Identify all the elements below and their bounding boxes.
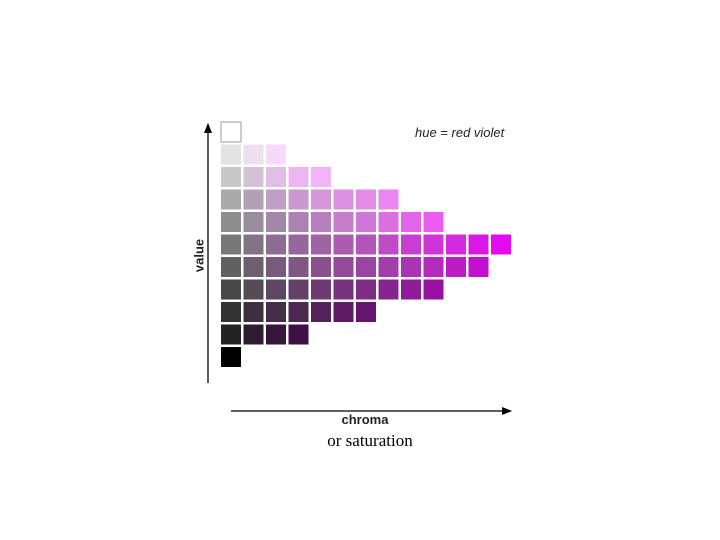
value-axis-label: value — [191, 238, 207, 273]
color-swatch — [266, 189, 286, 210]
color-swatch — [221, 144, 241, 165]
color-swatch — [243, 257, 264, 277]
color-swatch — [468, 257, 489, 277]
color-swatch — [491, 234, 511, 255]
color-swatch-grid — [220, 121, 511, 367]
color-swatch — [288, 324, 309, 345]
color-swatch — [378, 212, 399, 232]
color-swatch — [288, 302, 309, 322]
color-swatch — [221, 279, 241, 300]
color-swatch — [401, 212, 421, 232]
color-swatch — [288, 189, 309, 210]
color-swatch — [311, 234, 331, 255]
color-swatch — [243, 234, 264, 255]
color-swatch — [266, 324, 286, 345]
color-swatch — [288, 257, 309, 277]
color-swatch — [311, 189, 331, 210]
color-swatch — [221, 302, 241, 322]
color-swatch — [356, 257, 376, 277]
color-swatch — [288, 167, 309, 187]
color-swatch — [356, 234, 376, 255]
color-swatch — [221, 234, 241, 255]
color-swatch — [243, 302, 264, 322]
color-swatch — [288, 212, 309, 232]
color-swatch — [446, 234, 466, 255]
color-swatch — [266, 234, 286, 255]
color-swatch — [221, 189, 241, 210]
color-swatch — [333, 212, 354, 232]
color-swatch — [221, 167, 241, 187]
color-swatch — [311, 302, 331, 322]
color-swatch — [221, 257, 241, 277]
color-swatch — [266, 144, 286, 165]
color-swatch — [356, 302, 376, 322]
color-swatch — [423, 257, 444, 277]
chroma-axis-label: chroma — [341, 412, 389, 427]
color-swatch — [221, 212, 241, 232]
color-swatch — [468, 234, 489, 255]
color-swatch — [423, 279, 444, 300]
color-swatch — [243, 144, 264, 165]
color-swatch — [243, 279, 264, 300]
color-swatch — [446, 257, 466, 277]
color-swatch — [401, 257, 421, 277]
color-swatch — [243, 324, 264, 345]
color-swatch — [311, 167, 331, 187]
color-swatch — [243, 167, 264, 187]
color-swatch — [311, 212, 331, 232]
color-swatch — [311, 279, 331, 300]
color-swatch — [378, 257, 399, 277]
color-swatch — [288, 234, 309, 255]
color-swatch — [378, 279, 399, 300]
color-swatch — [266, 257, 286, 277]
color-swatch — [378, 234, 399, 255]
color-swatch — [221, 347, 241, 367]
color-swatch — [266, 167, 286, 187]
color-swatch — [333, 302, 354, 322]
color-swatch — [356, 279, 376, 300]
color-swatch — [401, 234, 421, 255]
color-swatch — [221, 324, 241, 345]
color-swatch — [333, 257, 354, 277]
saturation-caption: or saturation — [327, 431, 413, 450]
color-swatch — [266, 212, 286, 232]
color-swatch — [401, 279, 421, 300]
color-swatch — [356, 189, 376, 210]
color-swatch — [378, 189, 399, 210]
color-swatch — [243, 212, 264, 232]
color-swatch — [288, 279, 309, 300]
color-swatch — [333, 189, 354, 210]
color-swatch — [333, 234, 354, 255]
color-swatch — [423, 234, 444, 255]
hue-label: hue = red violet — [415, 125, 505, 140]
color-swatch — [423, 212, 444, 232]
color-swatch — [220, 121, 242, 143]
color-swatch — [243, 189, 264, 210]
color-swatch — [311, 257, 331, 277]
color-swatch — [356, 212, 376, 232]
color-swatch — [266, 302, 286, 322]
color-swatch — [266, 279, 286, 300]
color-swatch — [333, 279, 354, 300]
